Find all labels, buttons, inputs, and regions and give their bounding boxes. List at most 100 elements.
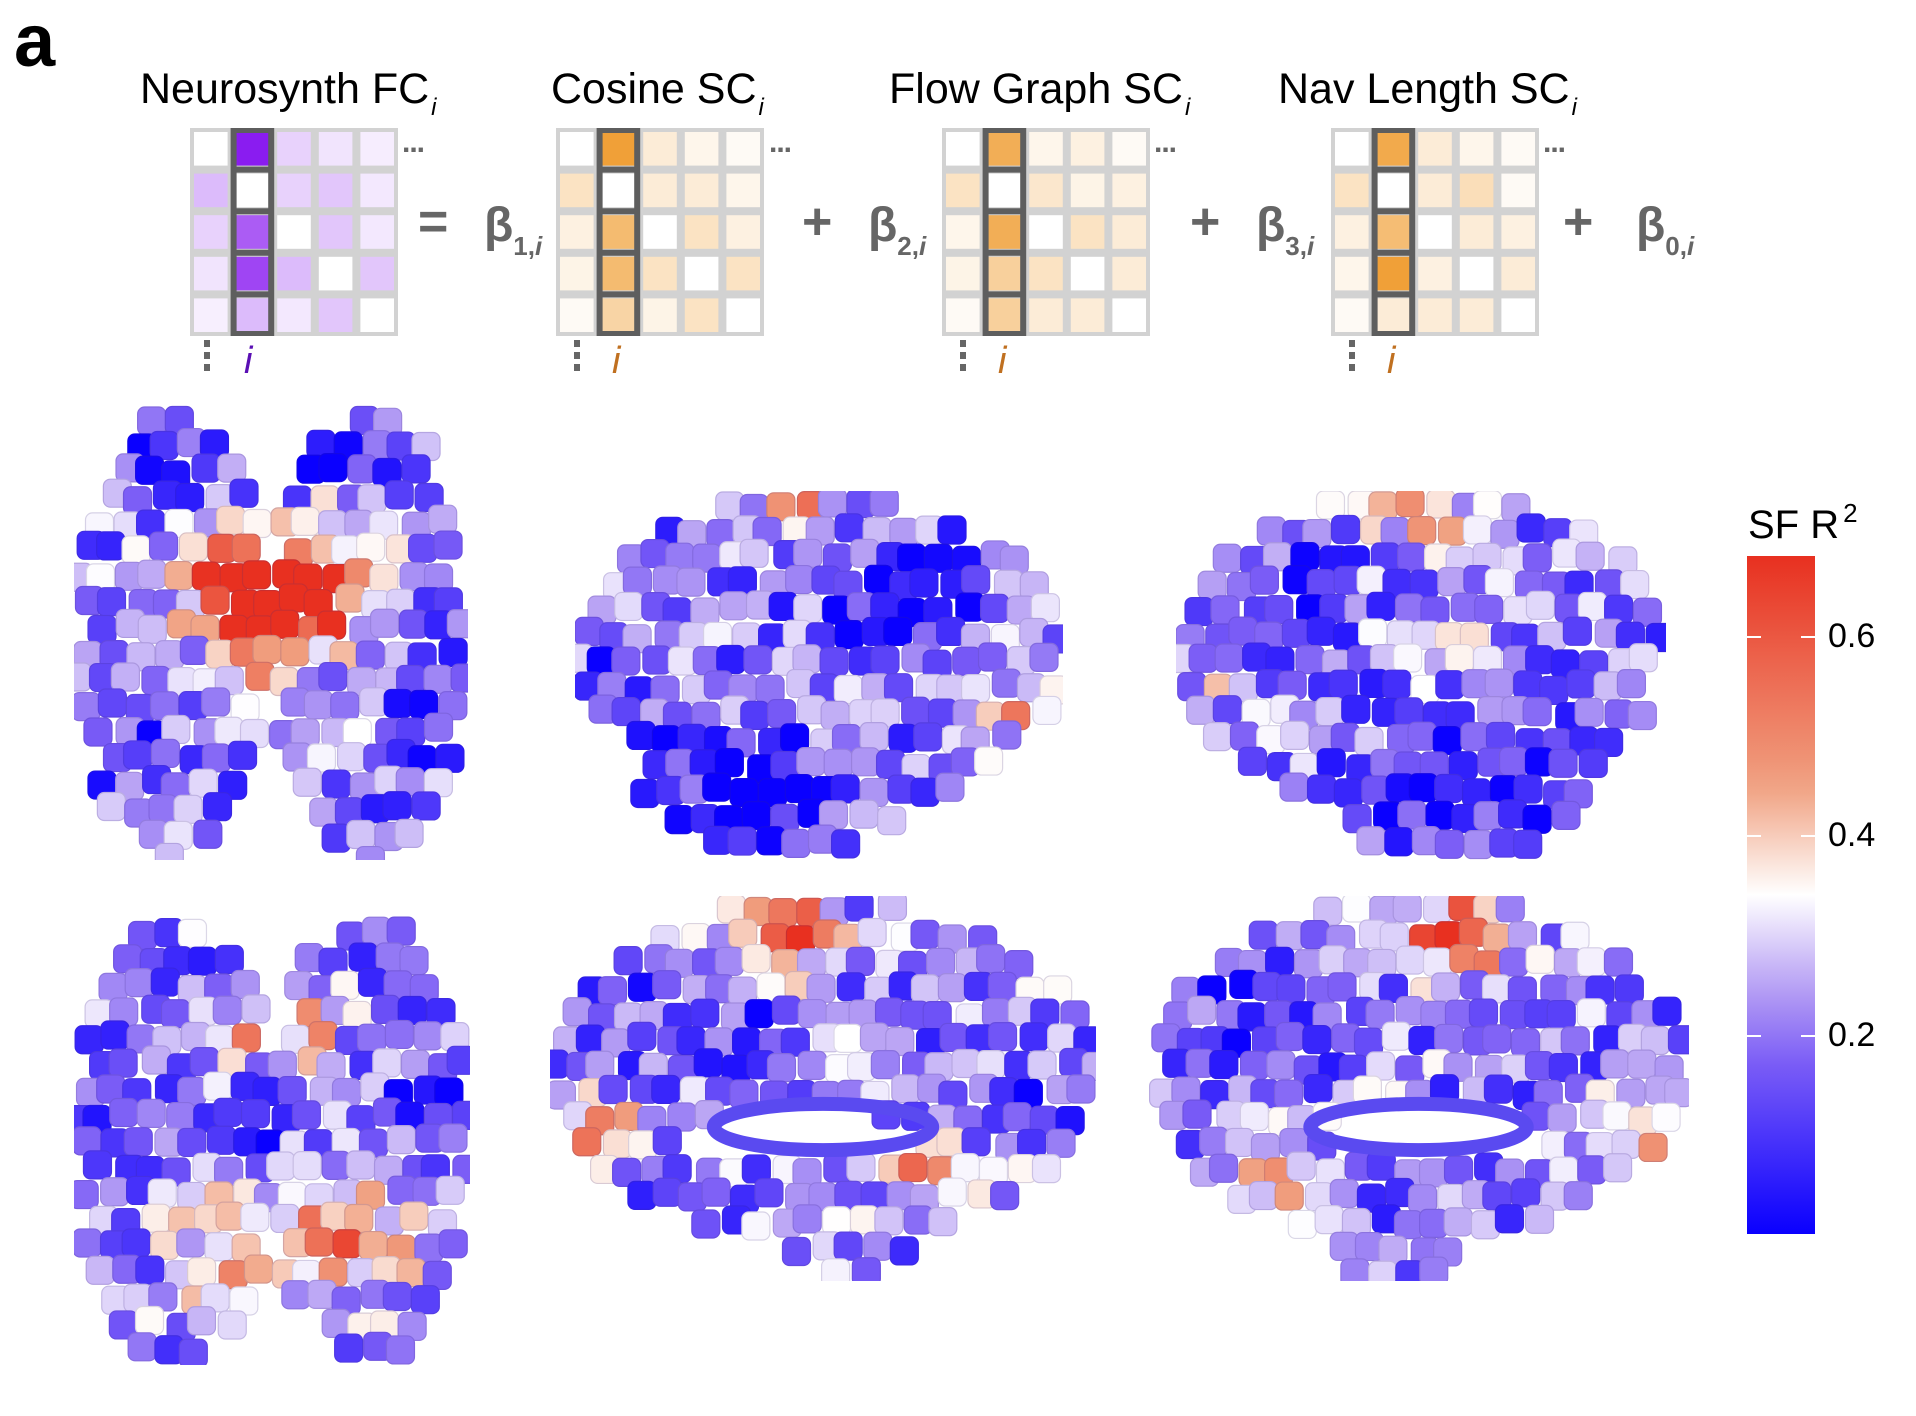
coefficient-beta-2: β2,i [868,199,927,261]
matrix-cell [946,132,980,166]
brain-parcel [1239,1050,1270,1080]
matrix-cell [318,298,353,332]
brain-parcel [1463,829,1494,860]
colorbar-tick-label: 0.6 [1828,616,1876,655]
matrix-cell [1070,173,1105,208]
brain-parcel [1250,1132,1281,1163]
colorbar-tick-mark [1801,835,1815,838]
matrix-cell [601,215,636,249]
matrix-cell [684,215,719,249]
brain-parcel [141,665,171,696]
matrix-cell [601,132,636,166]
matrix-cell [1501,256,1535,291]
brain-parcel [822,595,852,625]
brain-parcel [438,1123,468,1153]
brain-parcel [1667,1025,1689,1055]
brain-parcel [597,976,628,1006]
column-index-label: i [1387,340,1396,382]
colorbar-tick-label: 0.2 [1828,1015,1876,1054]
brain-parcel [1030,593,1060,623]
brain-parcel [1368,1260,1398,1281]
brain-parcel [266,1151,296,1181]
matrix-cell [194,215,228,249]
column-index-label: i [244,340,253,382]
brain-parcel [74,1228,102,1258]
brain-parcel [87,614,117,645]
title-text: Cosine SC [551,65,757,113]
brain-parcel [910,919,940,949]
highlighted-column-i [982,128,1027,336]
brain-parcel [1209,1049,1239,1080]
title-text: Flow Graph SC [889,65,1183,113]
matrix-cell [194,298,228,332]
colorbar-tick-mark [1801,1034,1815,1037]
brain-parcel [875,749,906,779]
brain-parcel [188,768,218,798]
brain-parcel [100,1177,130,1207]
brain-parcel [357,967,388,997]
brain-parcel [383,970,413,1000]
brain-parcel [344,1203,374,1234]
title-text: Nav Length SC [1278,65,1570,113]
brain-parcel [1408,773,1438,803]
brain-parcel [1522,543,1552,573]
matrix-cell [360,173,394,208]
brain-parcel [1274,1181,1304,1211]
matrix-nav-length-sc [1331,128,1539,336]
title-text: Neurosynth FC [140,65,430,113]
title-cosine-sc: Cosine SCi [551,68,764,120]
brain-parcel [100,1020,130,1050]
brain-parcel [330,691,360,721]
matrix-cell [1376,173,1411,208]
matrix-cell [946,173,980,208]
brain-parcel [677,723,707,754]
matrix-cell [1459,256,1494,291]
brain-parcel [784,773,814,804]
matrix-cell [643,132,677,166]
ellipsis-vertical [204,340,210,376]
brain-parcel [1522,697,1552,727]
brain-parcel [1214,643,1244,673]
brain-parcel [1306,774,1337,804]
ellipsis-horizontal: ... [1543,126,1566,159]
brain-parcel [98,972,128,1003]
brain-parcel [719,591,749,621]
brain-parcel [227,740,258,770]
brain-parcel [204,1232,234,1262]
brain-parcel [1516,513,1546,543]
brain-parcel [318,661,348,692]
brain-parcel [891,1074,921,1104]
matrix-cell [1029,298,1063,332]
brain-parcel [834,513,864,543]
brain-parcel [278,583,309,613]
brain-parcel [817,491,848,518]
brain-parcel [383,688,413,719]
brain-parcel [1422,896,1453,923]
brain-parcel [613,946,643,976]
brain-parcel [1437,516,1468,546]
brain-parcel [1551,800,1581,830]
brain-parcel [1443,1155,1474,1185]
brain-parcel [1638,1132,1668,1163]
brain-parcel [913,722,943,752]
matrix-cell [235,173,270,208]
brain-parcel [187,946,218,976]
brain-parcel [346,819,376,850]
brain-parcel [703,825,733,855]
brain-parcel [423,664,453,694]
matrix-cell [277,215,311,249]
brain-parcel [385,1335,416,1365]
brain-parcel [121,535,151,565]
brain-parcel [1340,1258,1370,1281]
brain-parcel [1485,721,1516,752]
brain-parcel [356,532,386,562]
brain-parcel [1448,896,1478,922]
brain-parcel [346,1150,376,1180]
ellipsis-horizontal: ... [1154,126,1177,159]
brain-parcel [205,639,235,669]
brain-parcel [213,1097,243,1127]
brain-parcel [1329,1231,1359,1261]
brain-parcel [1448,751,1478,781]
plus-sign: + [1563,193,1594,251]
brain-parcel [177,918,208,948]
